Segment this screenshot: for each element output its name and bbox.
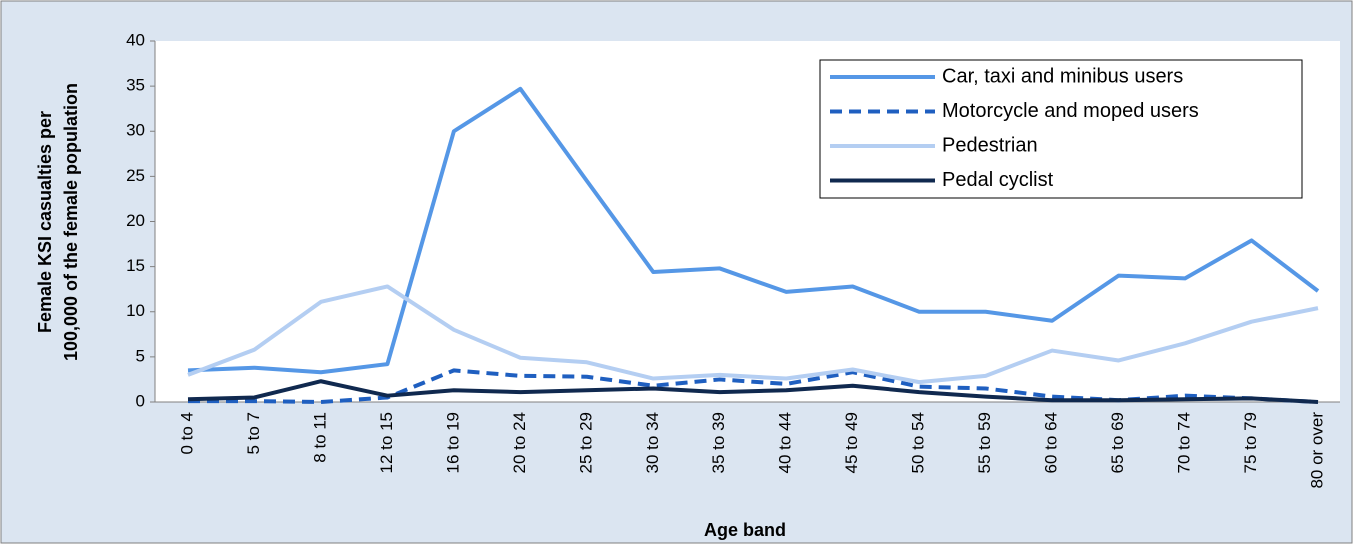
- y-tick-label: 10: [126, 301, 145, 320]
- x-tick-label: 30 to 34: [643, 412, 662, 473]
- y-axis-title: Female KSI casualties per: [35, 111, 55, 333]
- x-tick-label: 25 to 29: [576, 412, 595, 473]
- x-tick-label: 5 to 7: [244, 412, 263, 455]
- x-tick-label: 65 to 69: [1108, 412, 1127, 473]
- y-tick-label: 15: [126, 256, 145, 275]
- x-tick-label: 60 to 64: [1042, 412, 1061, 473]
- data-line: [187, 86, 1320, 375]
- x-tick-label: 45 to 49: [842, 412, 861, 473]
- data-line: [187, 379, 1319, 404]
- y-tick-label: 40: [126, 30, 145, 49]
- x-tick-label: 40 to 44: [776, 412, 795, 473]
- x-tick-label: 20 to 24: [510, 412, 529, 473]
- x-tick-label: 0 to 4: [177, 412, 196, 455]
- legend-box: [819, 59, 1303, 199]
- y-tick-label: 5: [136, 346, 145, 365]
- x-tick-label: 16 to 19: [443, 412, 462, 473]
- y-tick-label: 0: [136, 391, 145, 410]
- x-axis-title: Age band: [704, 520, 786, 540]
- y-tick-label: 25: [126, 166, 145, 185]
- y-tick-label: 35: [126, 76, 145, 95]
- x-tick-label: 70 to 74: [1175, 412, 1194, 473]
- x-tick-label: 8 to 11: [310, 412, 329, 463]
- x-tick-label: 75 to 79: [1241, 412, 1260, 473]
- legend-label: Pedestrian: [942, 134, 1038, 156]
- x-tick-label: 55 to 59: [975, 412, 994, 473]
- legend-label: Motorcycle and moped users: [942, 100, 1199, 122]
- legend-label: Car, taxi and minibus users: [942, 65, 1183, 87]
- y-axis-title: 100,000 of the female population: [61, 83, 81, 361]
- y-tick-label: 30: [126, 121, 145, 140]
- x-tick-label: 80 or over: [1307, 412, 1326, 489]
- legend-label: Pedal cyclist: [942, 169, 1054, 191]
- x-tick-label: 50 to 54: [909, 412, 928, 473]
- x-tick-label: 12 to 15: [377, 412, 396, 473]
- y-tick-label: 20: [126, 211, 145, 230]
- data-line: [187, 284, 1319, 385]
- x-tick-label: 35 to 39: [709, 412, 728, 473]
